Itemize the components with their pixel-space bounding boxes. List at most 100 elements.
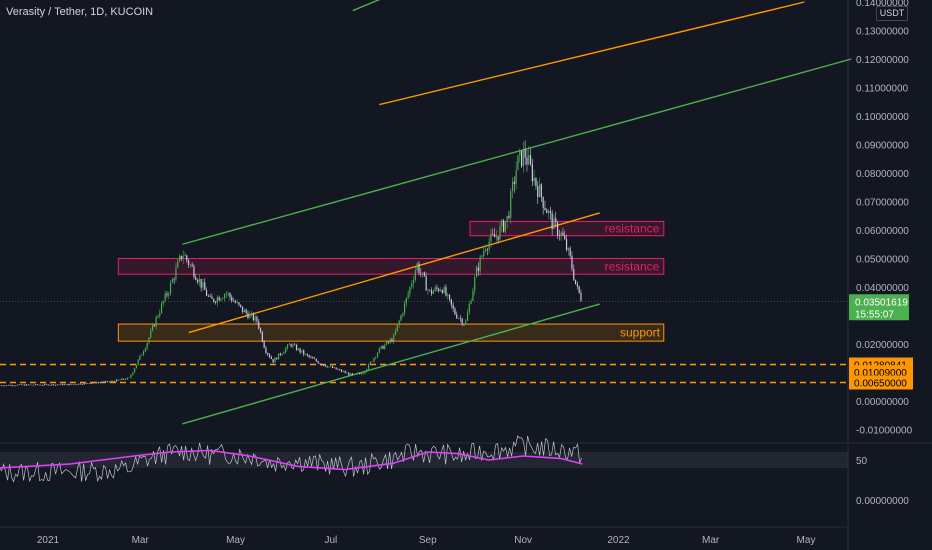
candle-body xyxy=(369,361,371,365)
candle-body xyxy=(241,306,244,313)
candle-body xyxy=(238,302,240,305)
candle-body xyxy=(492,233,494,235)
candle-body xyxy=(9,385,11,386)
candle-body xyxy=(506,215,508,222)
price-tick-label: 0.13000000 xyxy=(856,27,909,38)
candle-body xyxy=(358,373,361,374)
candle-body xyxy=(178,255,181,262)
candle-body xyxy=(155,317,157,327)
candle-body xyxy=(63,384,65,386)
candle-body xyxy=(484,249,487,251)
candle-body xyxy=(2,385,4,387)
candle-body xyxy=(393,334,395,342)
candle-body xyxy=(333,367,335,369)
candle-body xyxy=(461,318,463,325)
candle-body xyxy=(180,255,182,260)
candle-body xyxy=(578,286,580,293)
candle-body xyxy=(196,279,199,283)
candle-body xyxy=(205,289,208,296)
candle-body xyxy=(430,290,433,294)
candle-body xyxy=(121,378,123,380)
candle-body xyxy=(364,372,366,374)
candle-body xyxy=(385,341,388,345)
candle-body xyxy=(142,351,145,355)
candle-body xyxy=(270,357,272,360)
candle-body xyxy=(202,282,204,288)
candle-body xyxy=(499,226,501,240)
trendline-orange-3[interactable] xyxy=(379,1,805,106)
candle-body xyxy=(281,353,283,356)
candle-body xyxy=(213,298,215,302)
trendline-green-1[interactable] xyxy=(182,303,600,425)
currency-unit-button[interactable]: USDT xyxy=(876,6,908,21)
candle-body xyxy=(569,248,571,256)
trendline-green-0[interactable] xyxy=(182,58,852,245)
candle-body xyxy=(546,209,548,214)
candle-body xyxy=(315,359,317,362)
candle-body xyxy=(470,301,472,304)
candle-body xyxy=(384,344,386,349)
candle-body xyxy=(216,297,218,303)
candle-body xyxy=(67,384,69,386)
candle-body xyxy=(573,268,575,280)
candle-body xyxy=(403,303,406,314)
candle-body xyxy=(259,328,262,333)
candle-body xyxy=(204,282,206,290)
candle-body xyxy=(225,293,227,295)
candle-body xyxy=(29,384,31,386)
candle-body xyxy=(33,385,35,386)
price-tick-label: 0.12000000 xyxy=(856,55,909,66)
candle-body xyxy=(313,358,316,360)
price-tick-label: 0.05000000 xyxy=(856,255,909,266)
time-tick-label: Mar xyxy=(702,535,720,546)
candle-body xyxy=(214,301,217,303)
trendline-orange-2[interactable] xyxy=(188,212,600,334)
candle-body xyxy=(501,220,503,227)
candle-body xyxy=(497,236,499,240)
candle-body xyxy=(94,382,96,383)
candle-body xyxy=(522,149,524,167)
candle-body xyxy=(36,384,38,385)
candle-body xyxy=(268,354,271,358)
candle-body xyxy=(416,263,418,271)
candle-body xyxy=(580,292,582,301)
candle-body xyxy=(310,356,312,358)
candle-body xyxy=(141,354,143,356)
price-tick-label: 0.11000000 xyxy=(856,84,909,95)
price-tick-label: 0.07000000 xyxy=(856,198,909,209)
candle-body xyxy=(227,293,229,294)
candle-body xyxy=(387,341,389,343)
candle-body xyxy=(531,164,533,182)
rsi-ma-line xyxy=(0,449,583,471)
candle-body xyxy=(110,381,112,382)
candle-body xyxy=(187,260,190,265)
candle-body xyxy=(466,312,469,321)
candle-body xyxy=(463,324,465,325)
candle-body xyxy=(69,383,71,386)
candle-body xyxy=(236,302,238,303)
candle-body xyxy=(74,384,76,385)
candle-body xyxy=(34,384,37,386)
candle-body xyxy=(150,330,152,338)
trendline-green-4[interactable] xyxy=(352,0,401,12)
candle-body xyxy=(342,371,344,372)
candle-body xyxy=(97,382,100,384)
candle-body xyxy=(351,373,353,375)
candle-body xyxy=(457,318,460,319)
candle-body xyxy=(520,150,523,167)
candle-body xyxy=(560,232,562,236)
candle-body xyxy=(427,289,429,291)
candle-body xyxy=(362,373,364,375)
annotation-resistance: resistance xyxy=(605,259,660,273)
candle-body xyxy=(220,298,222,301)
candle-body xyxy=(166,293,168,296)
candle-body xyxy=(117,379,119,381)
candle-body xyxy=(434,287,436,291)
candle-body xyxy=(189,264,191,266)
candle-body xyxy=(526,157,528,165)
candle-body xyxy=(240,304,242,307)
candle-body xyxy=(171,279,173,283)
candle-body xyxy=(20,384,22,385)
candle-body xyxy=(52,384,55,386)
